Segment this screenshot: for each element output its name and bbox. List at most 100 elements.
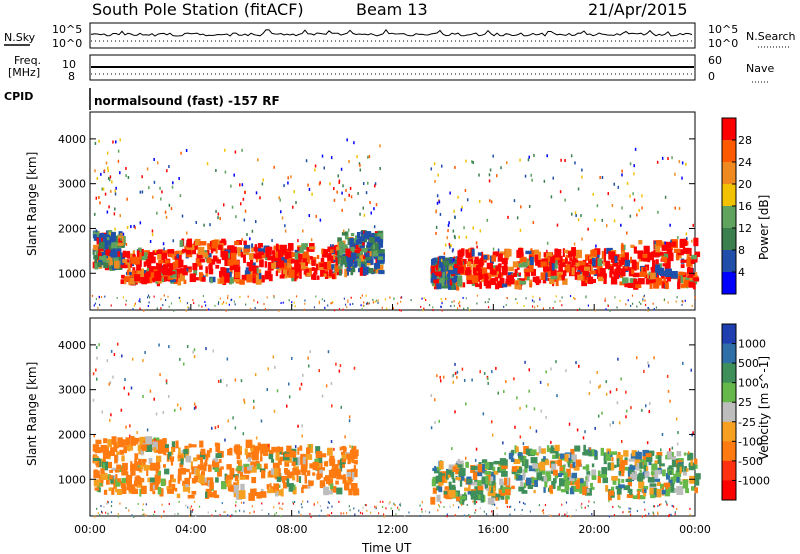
- data-cell: [106, 151, 109, 155]
- data-cell: [329, 483, 334, 490]
- data-cell: [584, 430, 586, 434]
- data-cell: [347, 456, 351, 465]
- data-cell: [515, 474, 523, 481]
- data-cell: [115, 487, 118, 493]
- data-cell: [497, 271, 502, 279]
- data-cell: [440, 473, 446, 478]
- data-cell: [239, 476, 246, 480]
- data-cell: [218, 459, 222, 464]
- data-cell: [444, 486, 449, 490]
- data-cell: [211, 487, 214, 491]
- data-cell: [130, 225, 132, 229]
- noise-cell: [235, 501, 237, 504]
- data-cell: [465, 159, 467, 163]
- data-cell: [481, 251, 484, 260]
- data-cell: [452, 258, 455, 262]
- data-cell: [454, 165, 456, 169]
- data-cell: [607, 192, 610, 196]
- data-cell: [591, 249, 598, 258]
- data-cell: [349, 186, 352, 190]
- noise-cell: [234, 303, 236, 306]
- data-cell: [362, 206, 364, 210]
- noise-cell: [508, 506, 511, 509]
- data-cell: [443, 491, 448, 495]
- data-cell: [645, 466, 649, 472]
- data-cell: [568, 251, 573, 258]
- data-cell: [638, 239, 643, 245]
- noise-cell: [446, 513, 448, 516]
- noise-cell: [419, 504, 421, 507]
- noise-cell: [332, 301, 334, 304]
- data-cell: [598, 385, 600, 389]
- noise-cell: [462, 296, 464, 299]
- data-cell: [155, 465, 159, 474]
- noise-cell: [153, 513, 155, 516]
- data-cell: [224, 148, 226, 152]
- data-cell: [171, 483, 176, 491]
- data-cell: [95, 196, 98, 200]
- noise-cell: [612, 505, 614, 508]
- data-cell: [519, 435, 522, 439]
- data-cell: [490, 420, 493, 424]
- data-cell: [255, 446, 260, 454]
- data-cell: [217, 212, 220, 216]
- noise-cell: [222, 301, 225, 304]
- data-cell: [359, 168, 362, 172]
- noise-cell: [393, 502, 395, 505]
- data-cell: [324, 271, 329, 280]
- data-cell: [471, 248, 475, 257]
- data-cell: [125, 242, 128, 246]
- data-cell: [489, 277, 497, 285]
- data-cell: [141, 277, 148, 285]
- data-cell: [436, 274, 440, 279]
- data-cell: [162, 242, 165, 246]
- data-cell: [116, 464, 122, 470]
- data-cell: [599, 267, 606, 275]
- data-cell: [500, 485, 504, 493]
- noise-cell: [107, 500, 109, 503]
- data-cell: [544, 481, 548, 488]
- data-cell: [463, 226, 465, 230]
- data-cell: [621, 252, 626, 258]
- data-cell: [224, 275, 230, 283]
- data-cell: [655, 244, 661, 253]
- data-cell: [348, 228, 350, 232]
- noise-cell: [644, 299, 646, 302]
- noise-cell: [532, 295, 534, 298]
- noise-cell: [353, 507, 355, 510]
- data-cell: [268, 470, 273, 477]
- nsky-tick-top: 10^5: [52, 23, 82, 36]
- noise-cell: [469, 309, 471, 312]
- data-cell: [515, 473, 519, 480]
- data-cell: [311, 259, 316, 266]
- data-cell: [219, 270, 222, 278]
- noise-cell: [667, 301, 669, 304]
- data-cell: [591, 278, 597, 284]
- data-cell: [148, 251, 154, 257]
- data-cell: [430, 167, 433, 171]
- data-cell: [431, 265, 437, 273]
- noise-cell: [243, 501, 245, 504]
- noise-cell: [377, 512, 380, 515]
- data-cell: [464, 189, 467, 193]
- noise-cell: [195, 514, 197, 517]
- noise-cell: [658, 503, 661, 506]
- data-cell: [497, 264, 501, 273]
- data-cell: [168, 251, 175, 258]
- data-cell: [603, 256, 606, 262]
- noise-cell: [476, 294, 478, 297]
- data-cell: [126, 251, 131, 259]
- data-cell: [582, 275, 585, 282]
- data-cell: [532, 463, 539, 469]
- data-cell: [188, 443, 192, 448]
- data-cell: [564, 454, 569, 462]
- data-cell: [139, 190, 142, 194]
- data-cell: [534, 249, 540, 256]
- data-cell: [499, 251, 507, 256]
- data-cell: [103, 169, 106, 173]
- data-cell: [346, 472, 352, 478]
- data-cell: [259, 275, 265, 283]
- data-cell: [151, 233, 154, 237]
